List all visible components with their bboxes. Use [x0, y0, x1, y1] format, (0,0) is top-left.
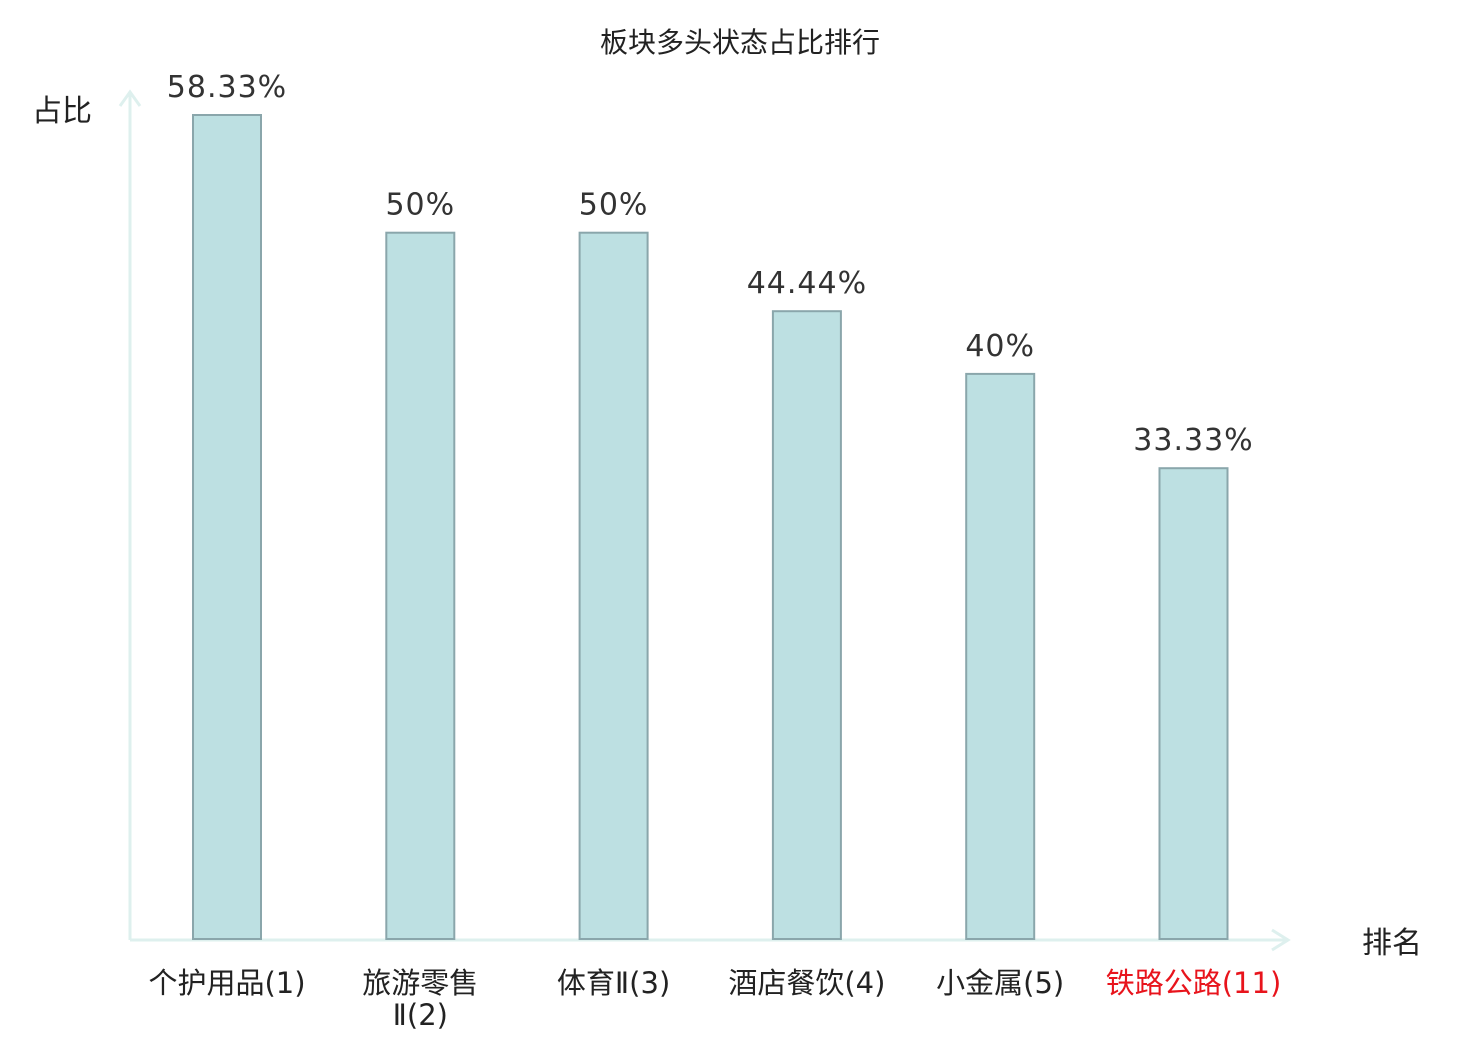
value-labels: 58.33% 50% 50% 44.44% 40% 33.33%	[167, 70, 1253, 458]
bar	[192, 114, 262, 940]
x-tick-label: 体育Ⅱ(3)	[557, 966, 670, 1000]
bar	[1158, 467, 1229, 940]
data-label: 40%	[965, 329, 1035, 364]
y-axis-title: 占比	[32, 94, 92, 129]
x-tick-label: 酒店餐饮(4)	[728, 966, 885, 1000]
bar	[578, 231, 649, 940]
data-label: 50%	[579, 188, 649, 223]
bar	[771, 310, 842, 940]
data-label: 33.33%	[1133, 423, 1253, 458]
x-tick-label: 旅游零售 Ⅱ(2)	[362, 966, 478, 1032]
x-axis-arrow	[1271, 928, 1291, 952]
y-axis-arrow	[118, 89, 142, 107]
bars	[192, 114, 1229, 940]
x-tick-label: 小金属(5)	[936, 966, 1064, 1000]
data-label: 50%	[385, 188, 455, 223]
bar	[385, 231, 456, 940]
chart-title: 板块多头状态占比排行	[600, 26, 880, 59]
data-label: 58.33%	[167, 70, 287, 105]
x-tick-label: 铁路公路(11)	[1106, 966, 1282, 1000]
x-axis-title: 排名	[1362, 926, 1422, 961]
x-tick-label: 个护用品(1)	[148, 966, 305, 1000]
bar	[965, 372, 1036, 940]
category-labels: 个护用品(1) 旅游零售 Ⅱ(2) 体育Ⅱ(3) 酒店餐饮(4) 小金属(5) 铁路公路(1…	[148, 966, 1281, 1032]
data-label: 44.44%	[747, 266, 867, 301]
axes	[118, 89, 1291, 952]
